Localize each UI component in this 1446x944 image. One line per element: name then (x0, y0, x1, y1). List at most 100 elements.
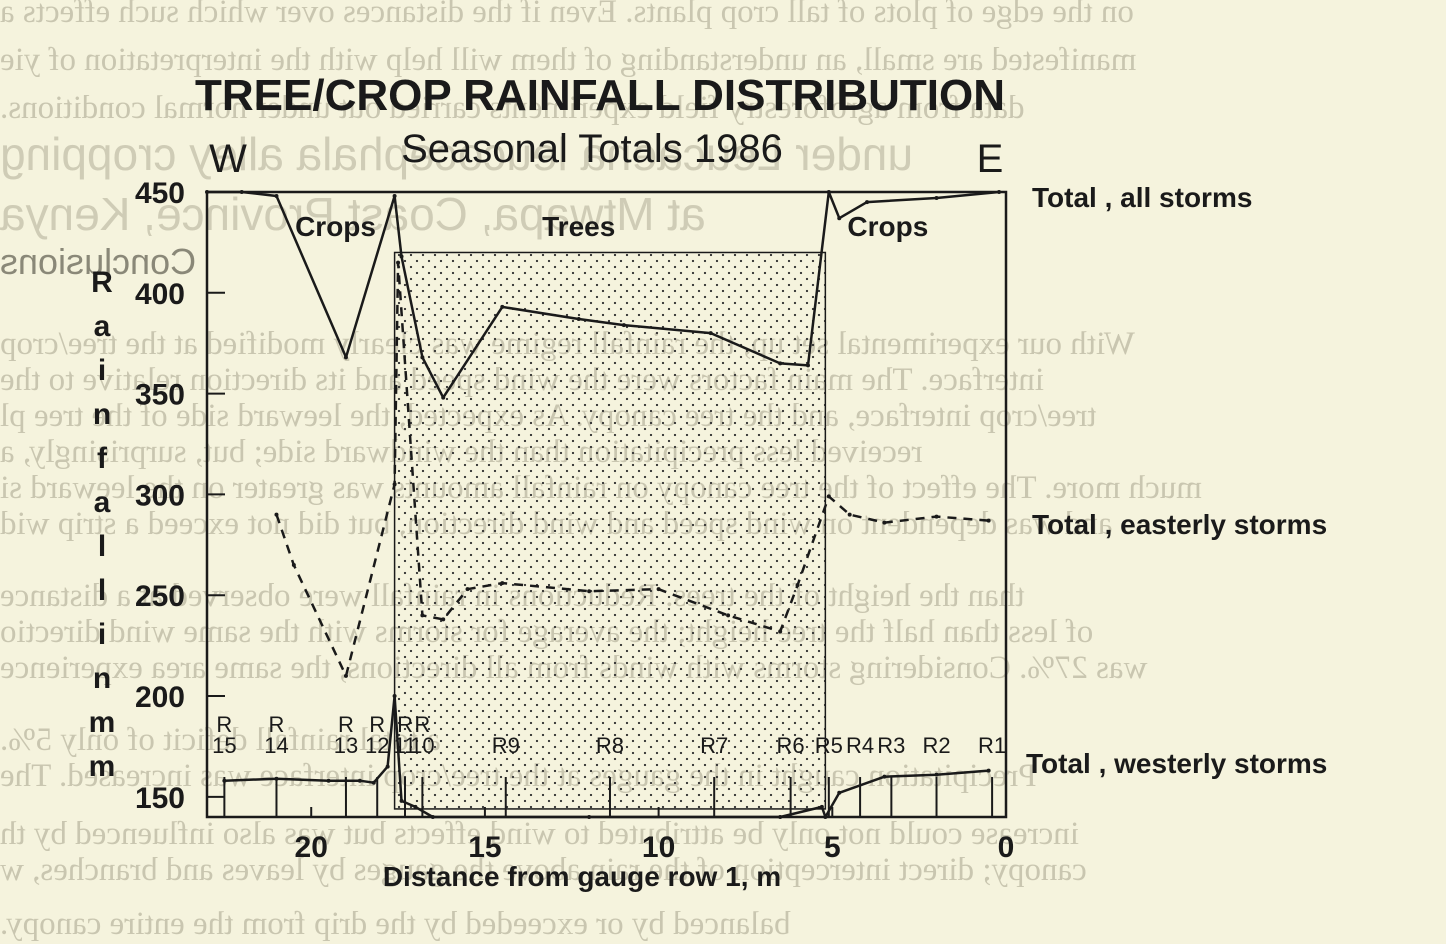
series-point-1 (420, 613, 425, 618)
gauge-row-number: R6 (777, 733, 805, 758)
y-tick-label: 250 (135, 580, 185, 613)
series-point-2 (222, 778, 227, 783)
gauge-row-number: 10 (410, 733, 434, 758)
gauge-row-number: R3 (877, 733, 905, 758)
x-axis-label: Distance from gauge row 1, m (383, 861, 781, 892)
west-label: W (209, 137, 247, 181)
series-point-1 (795, 583, 800, 588)
series-point-1 (392, 482, 397, 487)
y-axis-label-letter: f (97, 442, 108, 475)
series-point-2 (371, 780, 376, 785)
zone-label: Trees (542, 211, 615, 242)
series-point-1 (500, 581, 505, 586)
gauge-row-label: R (338, 712, 354, 737)
series-point-2 (587, 815, 592, 819)
y-tick-label: 300 (135, 479, 185, 512)
gauge-row-number: R1 (978, 733, 1006, 758)
gauge-row-number: 13 (334, 733, 358, 758)
series-point-1 (826, 494, 831, 499)
gauge-row-number: R7 (700, 733, 728, 758)
legend-easterly-storms: Total , easterly storms (1032, 509, 1327, 540)
y-tick-label: 150 (135, 782, 185, 815)
series-point-2 (274, 776, 279, 781)
y-axis-label-letter: l (98, 530, 106, 563)
series-point-2 (986, 768, 991, 773)
x-tick-label: 10 (642, 831, 675, 864)
gauge-row-label: R (397, 712, 413, 737)
x-tick-label: 5 (824, 831, 841, 864)
series-point-0 (837, 216, 842, 221)
y-tick-label: 450 (135, 177, 185, 210)
series-point-1 (882, 520, 887, 525)
series-point-0 (441, 395, 446, 400)
gauge-row-number: R5 (815, 733, 843, 758)
series-line-2 (224, 694, 989, 819)
series-point-2 (385, 764, 390, 769)
series-point-0 (865, 200, 870, 205)
series-point-0 (576, 317, 581, 322)
series-point-1 (587, 589, 592, 594)
series-point-0 (343, 355, 348, 360)
series-point-0 (805, 363, 810, 368)
gauge-row-number: 15 (212, 733, 236, 758)
east-label: E (977, 137, 1004, 181)
y-axis-label-letter: n (93, 662, 111, 695)
series-point-1 (778, 629, 783, 634)
series-point-2 (413, 804, 418, 809)
x-tick-label: 20 (295, 831, 328, 864)
y-axis-label-letter: n (93, 398, 111, 431)
series-point-2 (823, 815, 828, 819)
series-point-2 (399, 798, 404, 803)
gauge-row-label: R (216, 712, 232, 737)
series-point-2 (778, 815, 783, 819)
chart-title: TREE/CROP RAINFALL DISTRIBUTION (195, 71, 1005, 120)
series-point-1 (934, 514, 939, 519)
gauge-row-number: R2 (922, 733, 950, 758)
series-point-0 (934, 196, 939, 201)
series-point-1 (465, 587, 470, 592)
series-point-0 (500, 304, 505, 309)
y-axis-label-letter: l (98, 574, 106, 607)
series-point-0 (708, 331, 713, 336)
series-point-2 (837, 790, 842, 795)
x-tick-label: 0 (998, 831, 1015, 864)
gauge-row-number: R9 (492, 733, 520, 758)
series-point-2 (357, 778, 362, 783)
series-point-0 (392, 194, 397, 199)
gauge-row-number: R4 (846, 733, 874, 758)
x-tick-label: 15 (468, 831, 501, 864)
y-axis-label-letter: i (98, 354, 106, 387)
series-point-2 (430, 815, 435, 819)
series-point-1 (847, 512, 852, 517)
y-axis-label-letter: R (91, 266, 113, 299)
gauge-row-label: R (369, 712, 385, 737)
series-point-0 (621, 323, 626, 328)
series-point-2 (392, 694, 397, 699)
gauge-row-number: 12 (365, 733, 389, 758)
series-point-0 (205, 190, 209, 194)
gauge-row-number: R8 (596, 733, 624, 758)
y-axis-label-letter: a (94, 310, 111, 343)
y-tick-label: 200 (135, 681, 185, 714)
y-axis-label-letter: i (98, 618, 106, 651)
series-point-0 (399, 254, 404, 259)
legend-westerly-storms: Total , westerly storms (1026, 748, 1327, 779)
series-point-0 (997, 190, 1002, 194)
series-point-2 (882, 774, 887, 779)
series-point-0 (239, 190, 244, 194)
y-axis-label-letter: m (89, 750, 116, 783)
series-point-0 (826, 190, 831, 194)
series-point-0 (274, 194, 279, 199)
series-point-0 (420, 355, 425, 360)
y-axis-label-letter: a (94, 486, 111, 519)
series-point-1 (291, 562, 296, 567)
series-point-1 (656, 587, 661, 592)
series-point-2 (326, 778, 331, 783)
series-point-1 (441, 617, 446, 622)
gauge-row-number: 14 (264, 733, 288, 758)
y-axis-label-letter: m (89, 706, 116, 739)
y-axis: 150 200 250 300 350 400 450 (135, 177, 225, 815)
legend-all-storms: Total , all storms (1032, 182, 1252, 213)
